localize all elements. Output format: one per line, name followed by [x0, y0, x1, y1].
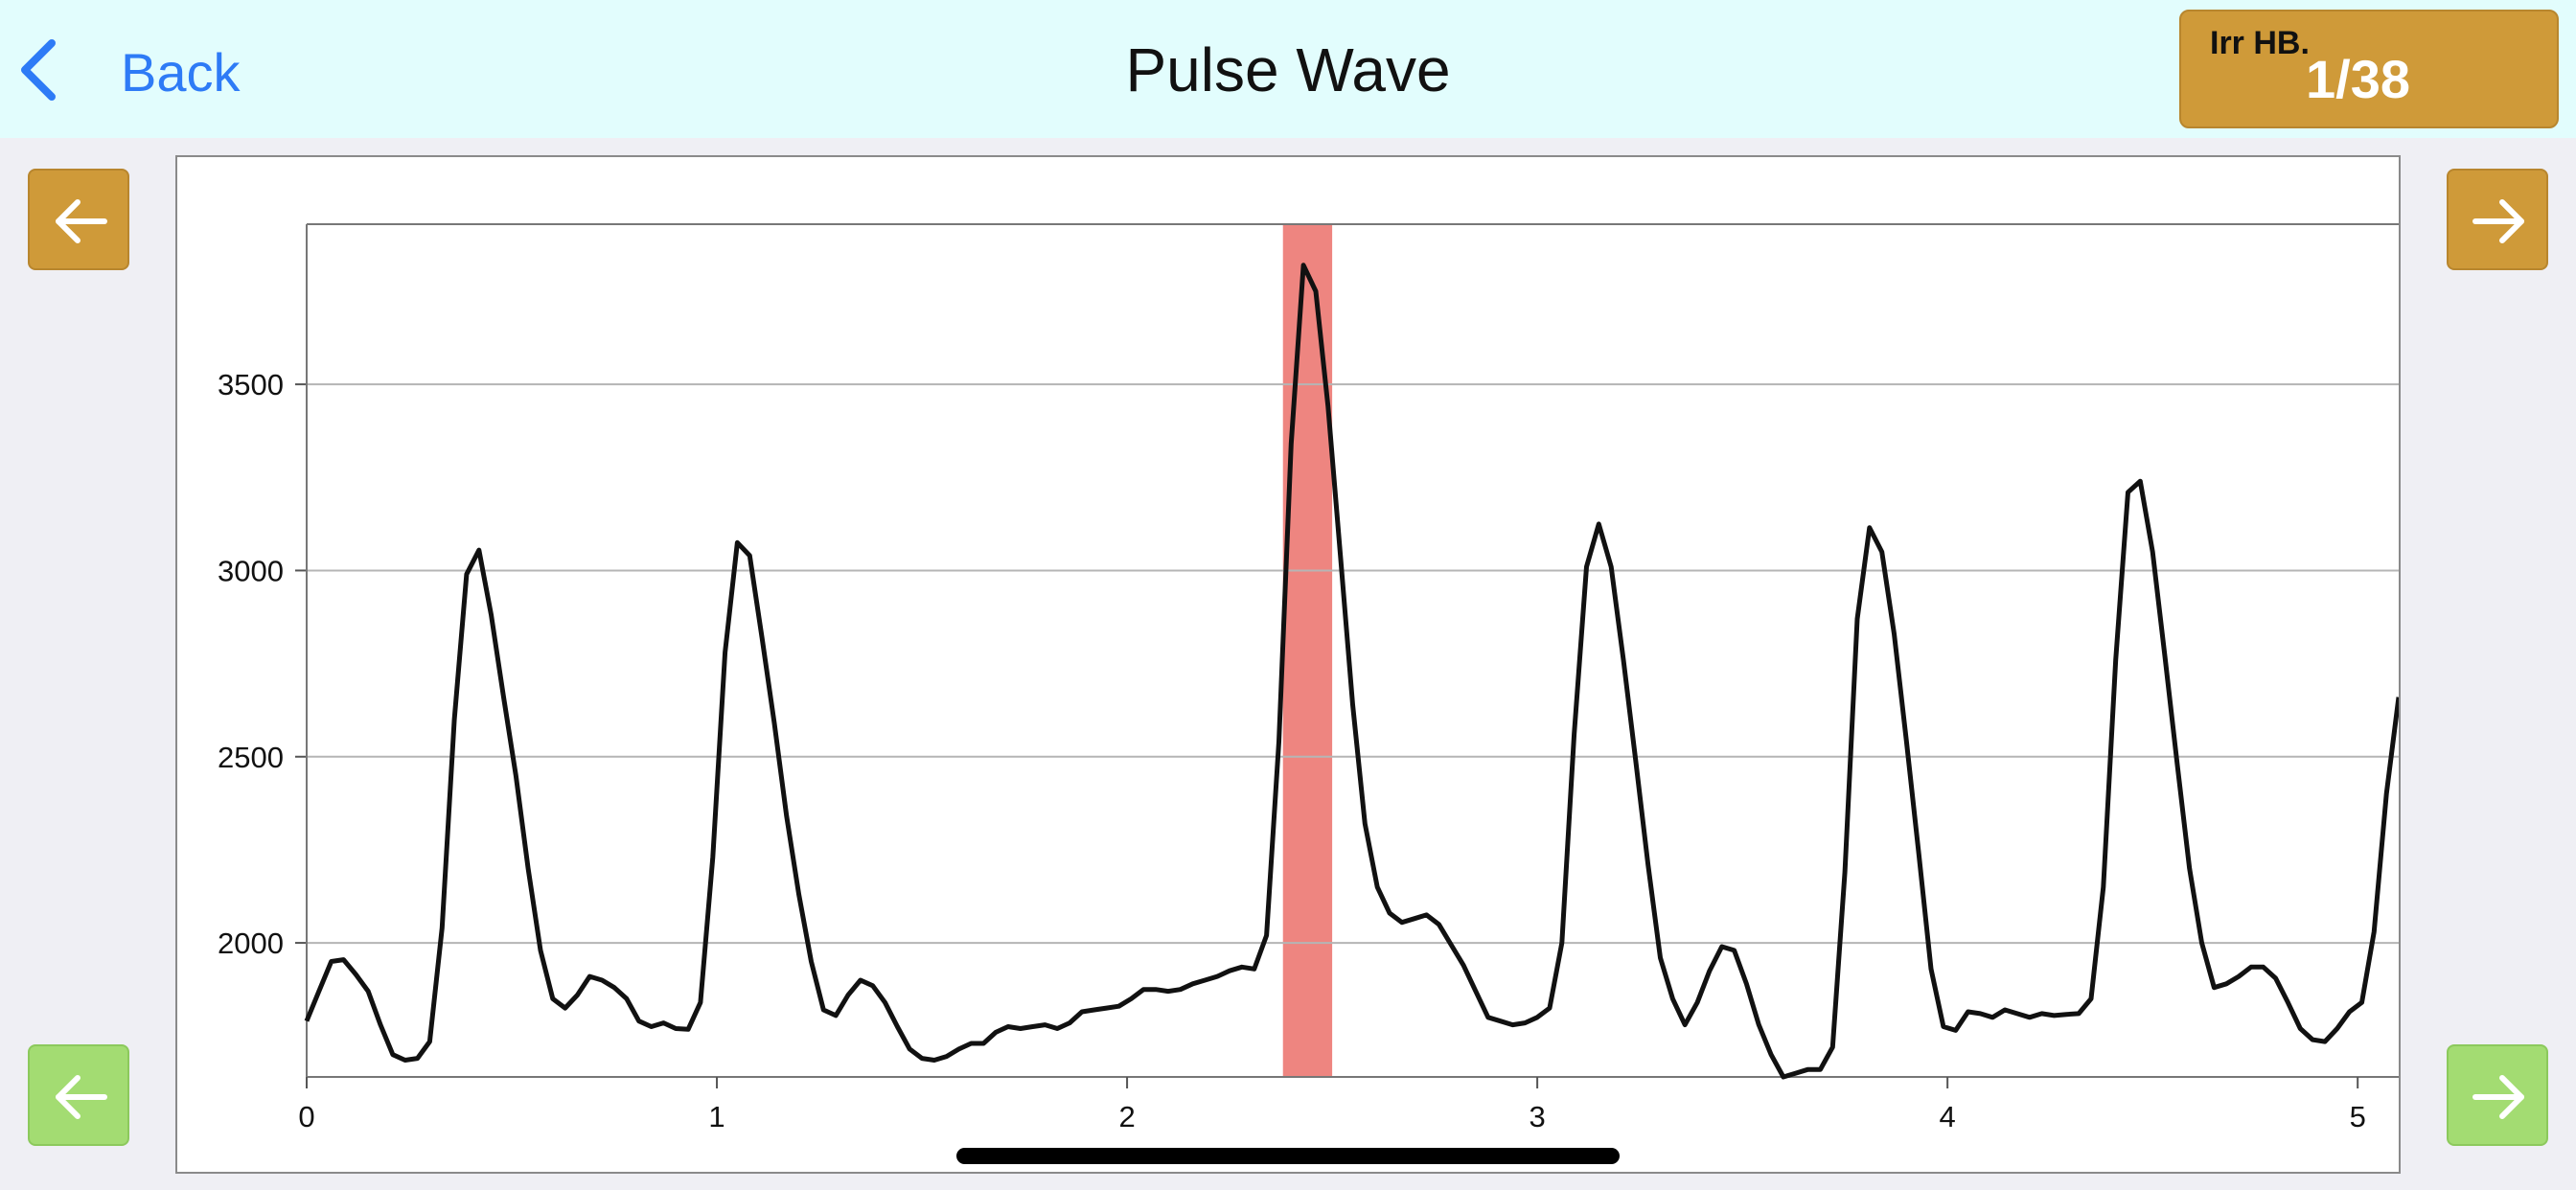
y-tick-label: 3500	[218, 368, 284, 401]
x-tick-label: 2	[1118, 1100, 1135, 1133]
irregular-heartbeat-counter[interactable]: Irr HB. 1/38	[2179, 10, 2559, 128]
arrow-right-icon	[2472, 1075, 2524, 1119]
x-tick-label: 4	[1940, 1100, 1956, 1133]
chart-svg: 2000 2500 3000 3500 0 1 2 3 4 5	[218, 223, 2399, 1133]
arrow-left-icon	[56, 1075, 107, 1119]
counter-value: 1/38	[2306, 49, 2410, 109]
counter-label: Irr HB.	[2210, 25, 2310, 61]
y-tick-label: 2000	[218, 927, 284, 960]
y-tick-label: 3000	[218, 554, 284, 587]
chevron-left-icon	[10, 32, 67, 113]
y-tick-label: 2500	[218, 741, 284, 774]
x-tick-label: 3	[1529, 1100, 1545, 1133]
x-tick-label: 0	[298, 1100, 314, 1133]
arrow-right-icon	[2472, 199, 2524, 243]
pulse-wave-line	[304, 263, 2399, 1080]
x-tick-label: 1	[708, 1100, 724, 1133]
scroll-back-button[interactable]	[28, 1044, 129, 1146]
page-title: Pulse Wave	[1125, 35, 1451, 104]
irregular-beat-highlight	[1282, 224, 1333, 1077]
x-tick-label: 5	[2350, 1100, 2366, 1133]
back-label: Back	[121, 41, 241, 103]
navigation-bar: Back Pulse Wave Irr HB. 1/38	[0, 0, 2576, 138]
scroll-forward-button[interactable]	[2447, 1044, 2548, 1146]
next-irregular-button[interactable]	[2447, 169, 2548, 270]
previous-irregular-button[interactable]	[28, 169, 129, 270]
arrow-left-icon	[56, 199, 107, 243]
pulse-wave-chart[interactable]: 2000 2500 3000 3500 0 1 2 3 4 5	[175, 155, 2401, 1174]
home-indicator	[956, 1148, 1620, 1164]
back-button[interactable]: Back	[10, 29, 241, 115]
